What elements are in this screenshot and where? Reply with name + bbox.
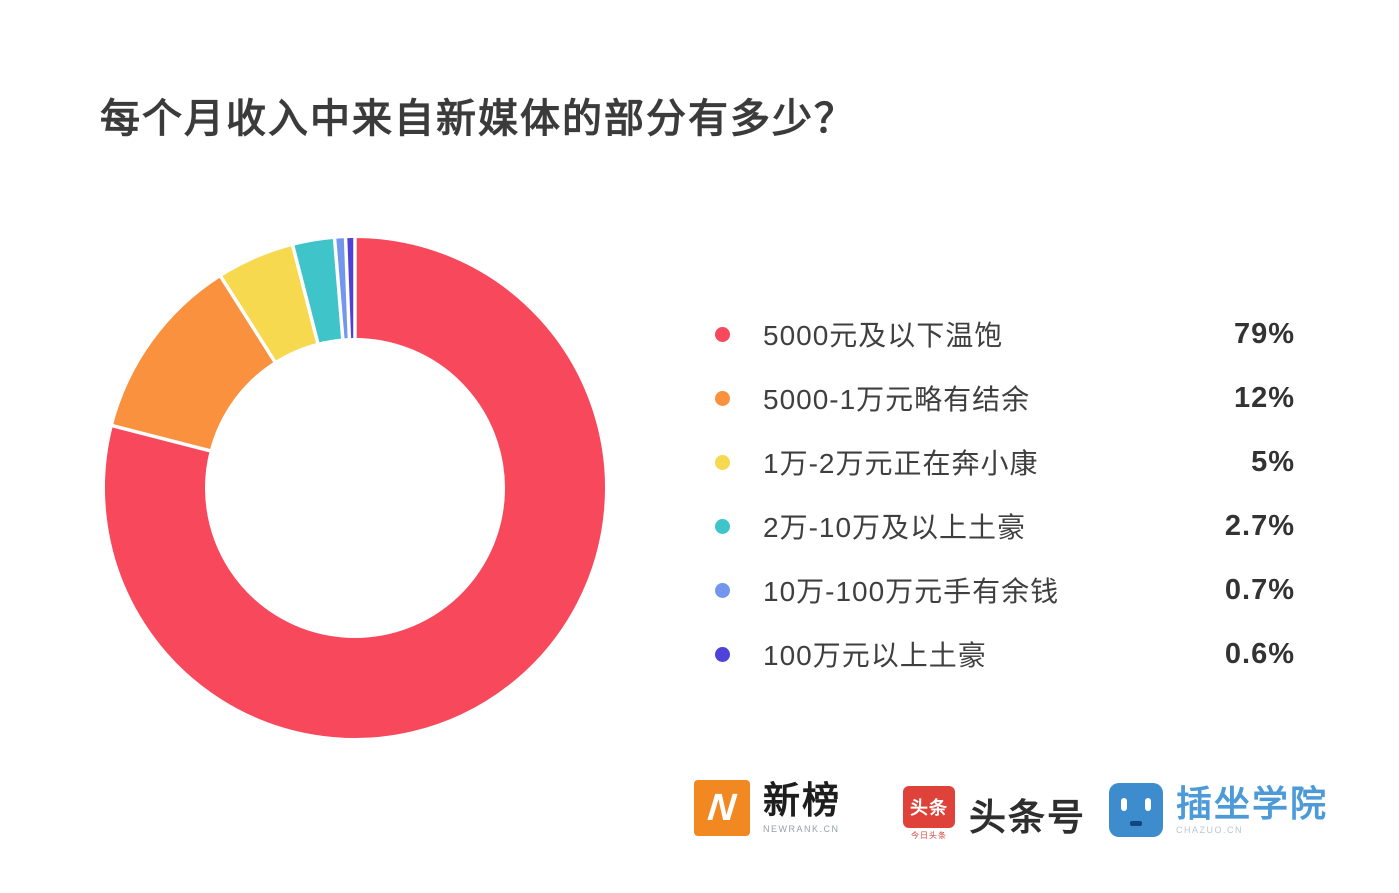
slice-separator — [217, 273, 278, 365]
chart-legend: 5000元及以下温饱 79% 5000-1万元略有结余 12% 1万-2万元正在… — [705, 302, 1295, 686]
slice-separator — [332, 235, 345, 342]
legend-dot-icon — [715, 518, 730, 534]
legend-item: 5000-1万元略有结余 12% — [705, 366, 1295, 430]
slice-separator — [343, 235, 352, 342]
legend-label: 1万-2万元正在奔小康 — [763, 448, 1039, 479]
donut-slice — [112, 276, 276, 452]
donut-slice — [105, 238, 605, 738]
donut-chart — [103, 235, 607, 740]
legend-value: 0.7% — [1224, 573, 1295, 606]
page-title: 每个月收入中来自新媒体的部分有多少？ — [100, 97, 856, 141]
slice-separator — [290, 242, 321, 347]
chazuo-name: 插坐学院 — [1176, 782, 1329, 824]
legend-value: 79% — [1233, 317, 1295, 350]
toutiao-name: 头条号 — [969, 796, 1086, 838]
slice-separator — [109, 423, 214, 454]
robot-eye-icon — [1121, 798, 1127, 811]
legend-dot-icon — [715, 326, 730, 342]
legend-value: 12% — [1233, 381, 1295, 414]
legend-item: 10万-100万元手有余钱 0.7% — [705, 558, 1295, 622]
legend-dot-icon — [715, 646, 730, 662]
donut-slice — [292, 238, 344, 343]
legend-label: 100万元以上土豪 — [763, 640, 987, 671]
legend-dot-icon — [715, 582, 730, 598]
toutiao-brand: 头条 今日头条 头条号 — [903, 786, 1086, 841]
newrank-brand: N 新榜 NEWRANK.CN — [694, 780, 841, 836]
legend-value: 2.7% — [1224, 509, 1295, 542]
chazuo-logo-icon — [1109, 783, 1163, 837]
legend-label: 2万-10万及以上土豪 — [763, 512, 1027, 543]
newrank-subtext: NEWRANK.CN — [763, 823, 840, 834]
toutiao-logo-icon: 头条 — [903, 786, 955, 828]
robot-mouth-icon — [1130, 821, 1142, 826]
legend-value: 5% — [1251, 445, 1295, 478]
legend-item: 2万-10万及以上土豪 2.7% — [705, 494, 1295, 558]
toutiao-logo-subtext: 今日头条 — [911, 831, 947, 840]
legend-dot-icon — [715, 454, 730, 470]
donut-chart-svg — [105, 235, 605, 738]
legend-item: 100万元以上土豪 0.6% — [705, 622, 1295, 686]
legend-dot-icon — [715, 390, 730, 406]
chazuo-subtext: CHAZUO.CN — [1176, 825, 1243, 836]
robot-eye-icon — [1145, 798, 1151, 811]
legend-item: 5000元及以下温饱 79% — [705, 302, 1295, 366]
footer-logos: N 新榜 NEWRANK.CN 头条 今日头条 头条号 插坐学院 CHAZUO.… — [694, 778, 1334, 858]
newrank-name: 新榜 — [763, 780, 841, 822]
chazuo-brand: 插坐学院 CHAZUO.CN — [1109, 783, 1328, 837]
newrank-logo-icon: N — [694, 780, 750, 836]
legend-label: 5000-1万元略有结余 — [763, 384, 1031, 415]
legend-label: 10万-100万元手有余钱 — [763, 576, 1060, 607]
legend-item: 1万-2万元正在奔小康 5% — [705, 430, 1295, 494]
toutiao-logo-text: 头条 — [910, 798, 948, 818]
legend-label: 5000元及以下温饱 — [763, 320, 1004, 351]
legend-value: 0.6% — [1224, 637, 1295, 670]
newrank-logo-letter: N — [706, 787, 738, 829]
donut-slice — [221, 245, 319, 363]
